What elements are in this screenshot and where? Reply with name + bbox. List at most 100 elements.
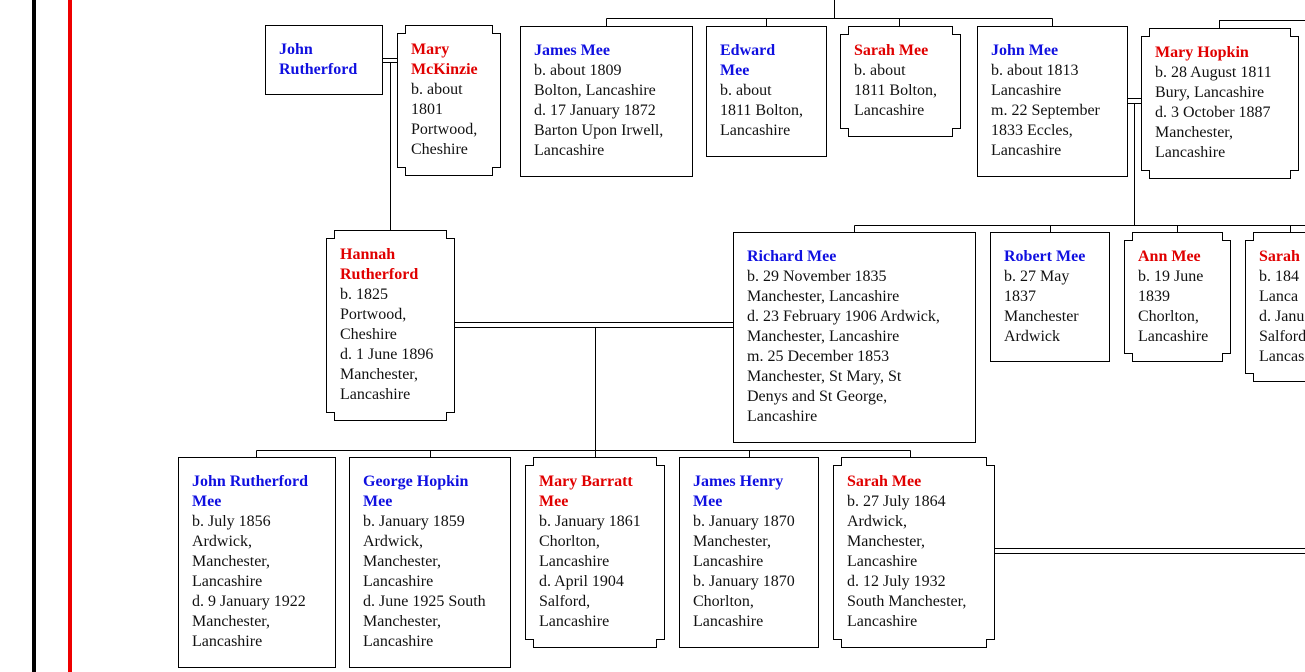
person-box xyxy=(1245,232,1305,382)
person: Richard Mee b. 29 November 1835 Manchester… xyxy=(733,232,947,427)
person-name: James Henry Mee xyxy=(693,473,784,510)
person-name: John Mee xyxy=(991,42,1059,59)
person-detail: Lancashire xyxy=(747,408,818,425)
person: Edward Mee b. about 1811 Bolton, Lancashire xyxy=(706,26,803,141)
person-box xyxy=(349,457,511,668)
person-name: George Hopkin Mee xyxy=(363,473,469,510)
person: John Rutherford Mee b. July 1856 Ardwick, M… xyxy=(178,457,322,652)
person-box xyxy=(833,457,995,648)
person-detail: b. 28 August 1811 xyxy=(1155,64,1272,81)
person-detail: Barton Upon Irwell, xyxy=(534,122,664,139)
person-name: Sarah Mee xyxy=(847,473,922,490)
person-detail: b. January 1870 xyxy=(693,513,795,530)
person-detail: b. about 1813 xyxy=(991,62,1079,79)
person-name: Hannah Rutherford xyxy=(340,246,419,283)
person-detail: Salford, xyxy=(539,593,591,610)
person-detail: m. 25 December 1853 xyxy=(747,348,890,365)
person-detail: b. 1825 xyxy=(340,286,388,303)
person-detail: 1811 Bolton, xyxy=(854,82,937,99)
person-detail: Lancashire xyxy=(693,613,764,630)
person: Mary McKinzie b. about 1801 Portwood, Cheshi… xyxy=(397,25,487,160)
marriage-line xyxy=(854,98,1305,232)
person-name: Edward Mee xyxy=(720,42,776,79)
person-detail: Manchester, xyxy=(693,533,771,550)
person-detail: Chorlton, xyxy=(693,593,754,610)
person-box xyxy=(1124,232,1231,362)
person-detail: b. 27 May xyxy=(1004,268,1070,285)
person-detail: Lancashire xyxy=(534,142,605,159)
person-box xyxy=(397,25,501,176)
person-detail: d. April 1904 xyxy=(539,573,624,590)
person-detail: d. 1 June 1896 xyxy=(340,346,434,363)
person-detail: Portwood, xyxy=(340,306,407,323)
person-detail: b. January 1859 xyxy=(363,513,465,530)
person-detail: b. about xyxy=(720,82,772,99)
person-detail: m. 22 September xyxy=(991,102,1100,119)
person: James Mee b. about 1809 Bolton, Lancashire… xyxy=(520,26,674,161)
person: John Rutherford xyxy=(265,25,369,80)
person-detail: Lancas xyxy=(1259,348,1305,365)
person-detail: Lancashire xyxy=(192,633,263,650)
person-box xyxy=(679,457,819,648)
person: Sarah Mee b. about 1811 Bolton, Lancashire xyxy=(840,26,954,121)
person-detail: d. 9 January 1922 xyxy=(192,593,306,610)
person-detail: b. 19 June xyxy=(1138,268,1204,285)
person-detail: b. 184 xyxy=(1259,268,1299,285)
person-detail: Lancashire xyxy=(693,553,764,570)
person: Sarah Mee b. 27 July 1864 Ardwick, Manchest… xyxy=(833,457,977,632)
person-detail: Manchester, xyxy=(847,533,925,550)
left-bar xyxy=(32,0,36,672)
person-box xyxy=(1141,28,1299,179)
person-name: James Mee xyxy=(534,42,610,59)
person-box xyxy=(326,230,455,421)
person-detail: Lancashire xyxy=(363,573,434,590)
person-box xyxy=(977,26,1128,177)
person-detail: b. about 1809 xyxy=(534,62,622,79)
person-detail: Lancashire xyxy=(991,142,1062,159)
person: George Hopkin Mee b. January 1859 Ardwick,… xyxy=(349,457,488,652)
person: James Henry Mee b. January 1870 Manchester… xyxy=(679,457,805,632)
person-box xyxy=(990,232,1110,362)
person: Robert Mee b. 27 May 1837 Manchester Ardwick xyxy=(990,232,1104,347)
person-detail: d. 23 February 1906 Ardwick, xyxy=(747,308,940,325)
person-name: John Rutherford Mee xyxy=(192,473,309,510)
connector xyxy=(1219,20,1305,28)
person-name: Mary McKinzie xyxy=(411,41,478,78)
person-name: John Rutherford xyxy=(279,41,358,78)
person-name: Sarah Mee xyxy=(854,42,929,59)
person: Ann Mee b. 19 June 1839 Chorlton, Lancashire xyxy=(1124,232,1218,347)
person-detail: 1801 xyxy=(411,101,443,118)
person-detail: Denys and St George, xyxy=(747,388,888,405)
left-bar xyxy=(68,0,72,672)
person-detail: 1833 Eccles, xyxy=(991,122,1073,139)
person: John Mee b. about 1813 Lancashire m. 22 Sep… xyxy=(977,26,1111,161)
person-detail: Cheshire xyxy=(411,141,468,158)
person-detail: Manchester, Lancashire xyxy=(747,288,900,305)
person: Mary Hopkin b. 28 August 1811 Bury, Lancas… xyxy=(1141,28,1295,163)
marriage-line xyxy=(256,322,911,457)
person-name: Mary Barratt Mee xyxy=(539,473,633,510)
person-detail: b. January 1861 xyxy=(539,513,641,530)
person-detail: Bury, Lancashire xyxy=(1155,84,1265,101)
person-box xyxy=(733,232,976,443)
person-detail: b. 27 July 1864 xyxy=(847,493,946,510)
person-detail: Ardwick, xyxy=(847,513,907,530)
marriage-line xyxy=(995,548,1305,554)
person-detail: Lancashire xyxy=(340,386,411,403)
marriage-line xyxy=(383,58,397,230)
person-detail: Manchester, xyxy=(192,613,270,630)
person-detail: b. about xyxy=(854,62,906,79)
person-box xyxy=(840,26,961,137)
person-detail: Ardwick, xyxy=(363,533,423,550)
person-detail: Lancashire xyxy=(192,573,263,590)
person-detail: 1839 xyxy=(1138,288,1170,305)
person-detail: Lancashire xyxy=(720,122,791,139)
person-detail: Lancashire xyxy=(847,613,918,630)
person-detail: Lancashire xyxy=(1155,144,1226,161)
person-detail: Manchester xyxy=(1004,308,1079,325)
person-detail: South Manchester, xyxy=(847,593,967,610)
person-detail: Manchester, xyxy=(340,366,418,383)
person-detail: d. 12 July 1932 xyxy=(847,573,946,590)
person-detail: Lancashire xyxy=(539,613,610,630)
